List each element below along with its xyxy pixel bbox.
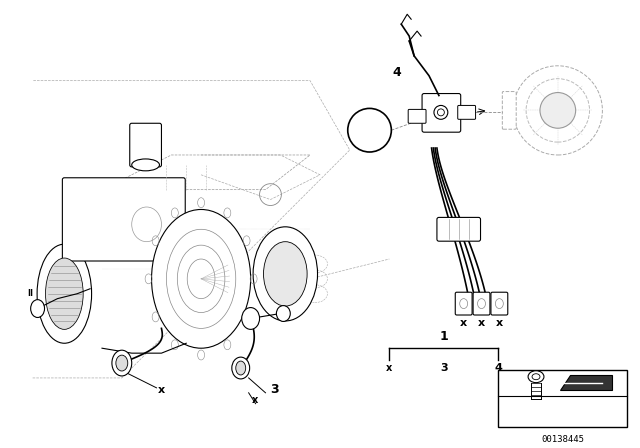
FancyBboxPatch shape xyxy=(491,292,508,315)
Text: x: x xyxy=(478,319,485,328)
Text: x: x xyxy=(386,363,392,373)
Bar xyxy=(499,370,627,427)
Text: 3: 3 xyxy=(271,383,279,396)
FancyBboxPatch shape xyxy=(458,105,476,119)
FancyBboxPatch shape xyxy=(455,292,472,315)
Ellipse shape xyxy=(276,306,291,322)
Ellipse shape xyxy=(528,371,544,383)
Text: x: x xyxy=(460,319,467,328)
Text: 1: 1 xyxy=(440,330,448,343)
Ellipse shape xyxy=(232,357,250,379)
Text: x: x xyxy=(252,395,258,405)
Ellipse shape xyxy=(264,241,307,306)
FancyBboxPatch shape xyxy=(502,91,516,129)
Text: 2: 2 xyxy=(504,376,513,389)
Circle shape xyxy=(540,93,575,128)
FancyBboxPatch shape xyxy=(130,123,161,167)
Text: x: x xyxy=(496,319,503,328)
Ellipse shape xyxy=(132,159,159,171)
Ellipse shape xyxy=(242,308,260,329)
Ellipse shape xyxy=(116,355,128,371)
FancyBboxPatch shape xyxy=(437,217,481,241)
Ellipse shape xyxy=(152,210,251,348)
Ellipse shape xyxy=(532,374,540,379)
Polygon shape xyxy=(560,375,612,390)
Text: 00138445: 00138445 xyxy=(541,435,584,444)
Text: II: II xyxy=(28,289,34,298)
Text: 4: 4 xyxy=(393,66,402,79)
Ellipse shape xyxy=(437,109,444,116)
Ellipse shape xyxy=(37,244,92,343)
Circle shape xyxy=(513,66,602,155)
FancyBboxPatch shape xyxy=(422,94,461,132)
Ellipse shape xyxy=(434,105,448,119)
Ellipse shape xyxy=(31,300,45,318)
Ellipse shape xyxy=(253,227,317,321)
FancyBboxPatch shape xyxy=(473,292,490,315)
Ellipse shape xyxy=(112,350,132,376)
Ellipse shape xyxy=(236,361,246,375)
Ellipse shape xyxy=(45,258,83,329)
Text: 2: 2 xyxy=(365,123,374,137)
FancyBboxPatch shape xyxy=(408,109,426,123)
Text: x: x xyxy=(158,385,165,395)
FancyBboxPatch shape xyxy=(62,178,185,261)
Text: 3: 3 xyxy=(440,363,447,373)
Circle shape xyxy=(348,108,391,152)
Text: 4: 4 xyxy=(495,363,502,373)
